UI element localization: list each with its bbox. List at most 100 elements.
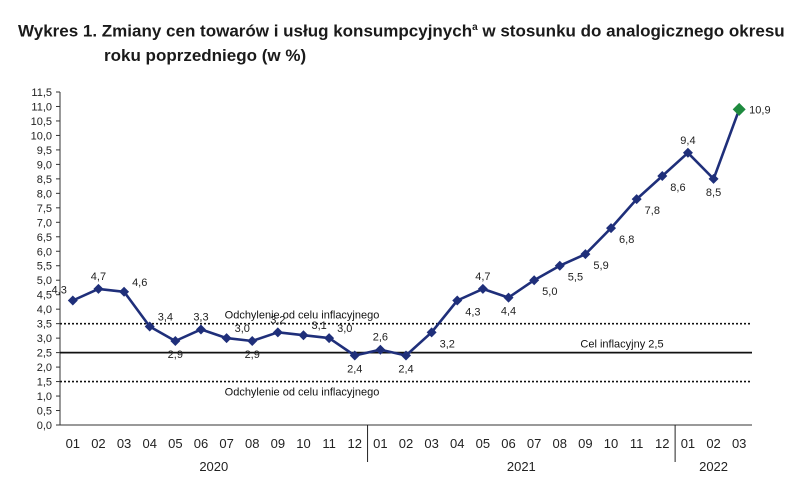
data-label: 4,4 bbox=[501, 306, 516, 318]
data-label: 6,8 bbox=[619, 234, 634, 246]
data-label: 5,0 bbox=[542, 286, 557, 298]
data-label: 5,9 bbox=[593, 260, 608, 272]
data-point bbox=[529, 275, 540, 286]
x-tick-label: 05 bbox=[168, 436, 182, 451]
y-tick-label: 11,0 bbox=[31, 101, 52, 113]
data-label: 10,9 bbox=[749, 104, 770, 116]
data-label: 9,4 bbox=[680, 135, 695, 147]
x-tick-label: 10 bbox=[604, 436, 618, 451]
x-tick-label: 03 bbox=[424, 436, 438, 451]
data-point bbox=[144, 321, 155, 332]
x-tick-label: 03 bbox=[117, 436, 131, 451]
data-point bbox=[554, 260, 565, 271]
year-label: 2021 bbox=[507, 459, 536, 474]
data-label: 4,6 bbox=[132, 277, 147, 289]
x-tick-label: 05 bbox=[476, 436, 490, 451]
data-point bbox=[195, 324, 206, 335]
data-point bbox=[324, 333, 335, 344]
data-point bbox=[657, 170, 668, 181]
y-tick-label: 1,5 bbox=[37, 377, 52, 389]
year-label: 2022 bbox=[699, 459, 728, 474]
chart-title: Wykres 1. Zmiany cen towarów i usług kon… bbox=[18, 16, 798, 68]
data-label: 8,5 bbox=[706, 187, 721, 199]
data-label: 4,7 bbox=[91, 271, 106, 283]
y-tick-label: 3,5 bbox=[37, 319, 52, 331]
x-tick-label: 07 bbox=[219, 436, 233, 451]
x-tick-label: 09 bbox=[578, 436, 592, 451]
data-point bbox=[606, 223, 617, 234]
y-tick-label: 7,5 bbox=[37, 203, 52, 215]
data-label: 2,9 bbox=[245, 349, 260, 361]
data-label: 3,3 bbox=[193, 311, 208, 323]
data-label: 4,7 bbox=[475, 271, 490, 283]
data-label: 3,2 bbox=[270, 314, 285, 326]
data-label: 3,2 bbox=[440, 338, 455, 350]
title-footnote-mark: a bbox=[472, 22, 478, 33]
y-tick-label: 6,5 bbox=[37, 232, 52, 244]
x-tick-label: 11 bbox=[322, 436, 336, 451]
y-tick-label: 2,0 bbox=[37, 362, 52, 374]
y-tick-label: 4,5 bbox=[37, 290, 52, 302]
x-tick-label: 02 bbox=[399, 436, 413, 451]
y-tick-label: 9,5 bbox=[37, 145, 52, 157]
y-tick-label: 0,5 bbox=[37, 406, 52, 418]
x-tick-label: 06 bbox=[501, 436, 515, 451]
tolerance-band-label: Odchylenie od celu inflacyjnego bbox=[225, 387, 380, 399]
x-tick-label: 10 bbox=[296, 436, 310, 451]
data-point bbox=[401, 350, 411, 361]
data-point bbox=[93, 283, 104, 294]
highlight-marker bbox=[732, 102, 746, 116]
y-tick-label: 2,5 bbox=[37, 348, 52, 360]
y-tick-label: 3,0 bbox=[37, 333, 52, 345]
y-tick-label: 4,0 bbox=[37, 304, 52, 316]
x-tick-label: 02 bbox=[91, 436, 105, 451]
data-label: 2,4 bbox=[398, 364, 413, 376]
data-label: 8,6 bbox=[670, 182, 685, 194]
data-point bbox=[221, 333, 232, 344]
data-point bbox=[631, 194, 642, 205]
x-tick-label: 01 bbox=[681, 436, 695, 451]
data-label: 2,6 bbox=[373, 332, 388, 344]
data-label: 3,0 bbox=[235, 323, 250, 335]
data-label: 4,3 bbox=[465, 306, 480, 318]
data-point bbox=[170, 336, 181, 347]
data-point bbox=[580, 249, 591, 260]
data-label: 3,4 bbox=[158, 312, 173, 324]
x-tick-label: 12 bbox=[655, 436, 669, 451]
x-tick-label: 02 bbox=[706, 436, 720, 451]
x-tick-label: 01 bbox=[373, 436, 387, 451]
y-tick-label: 1,0 bbox=[37, 391, 52, 403]
data-point bbox=[298, 330, 309, 341]
data-label: 5,5 bbox=[568, 272, 583, 284]
x-tick-label: 07 bbox=[527, 436, 541, 451]
x-tick-label: 04 bbox=[450, 436, 464, 451]
y-tick-label: 11,5 bbox=[31, 87, 52, 99]
title-line-1: Wykres 1. Zmiany cen towarów i usług kon… bbox=[18, 21, 473, 41]
data-point bbox=[272, 327, 283, 338]
data-point bbox=[682, 147, 693, 158]
data-point bbox=[375, 344, 386, 355]
y-tick-label: 6,0 bbox=[37, 246, 52, 258]
y-tick-label: 5,0 bbox=[37, 275, 52, 287]
tolerance-band-label: Odchylenie od celu inflacyjnego bbox=[225, 310, 380, 322]
data-point bbox=[708, 173, 719, 184]
data-label: 4,3 bbox=[52, 284, 67, 296]
data-label: 2,4 bbox=[347, 364, 362, 376]
y-tick-label: 8,0 bbox=[37, 188, 52, 200]
x-tick-label: 06 bbox=[194, 436, 208, 451]
year-label: 2020 bbox=[199, 459, 228, 474]
x-tick-label: 01 bbox=[66, 436, 80, 451]
data-point bbox=[452, 295, 463, 306]
data-label: 2,9 bbox=[168, 349, 183, 361]
y-tick-label: 10,5 bbox=[31, 116, 52, 128]
x-tick-label: 12 bbox=[348, 436, 362, 451]
data-point bbox=[426, 327, 437, 338]
y-tick-label: 0,0 bbox=[37, 420, 52, 432]
data-point bbox=[67, 295, 78, 306]
data-point bbox=[349, 350, 360, 361]
data-label: 3,0 bbox=[337, 323, 352, 335]
inflation-target-label: Cel inflacyjny 2,5 bbox=[580, 339, 663, 351]
data-point bbox=[503, 292, 514, 303]
x-tick-label: 08 bbox=[553, 436, 567, 451]
